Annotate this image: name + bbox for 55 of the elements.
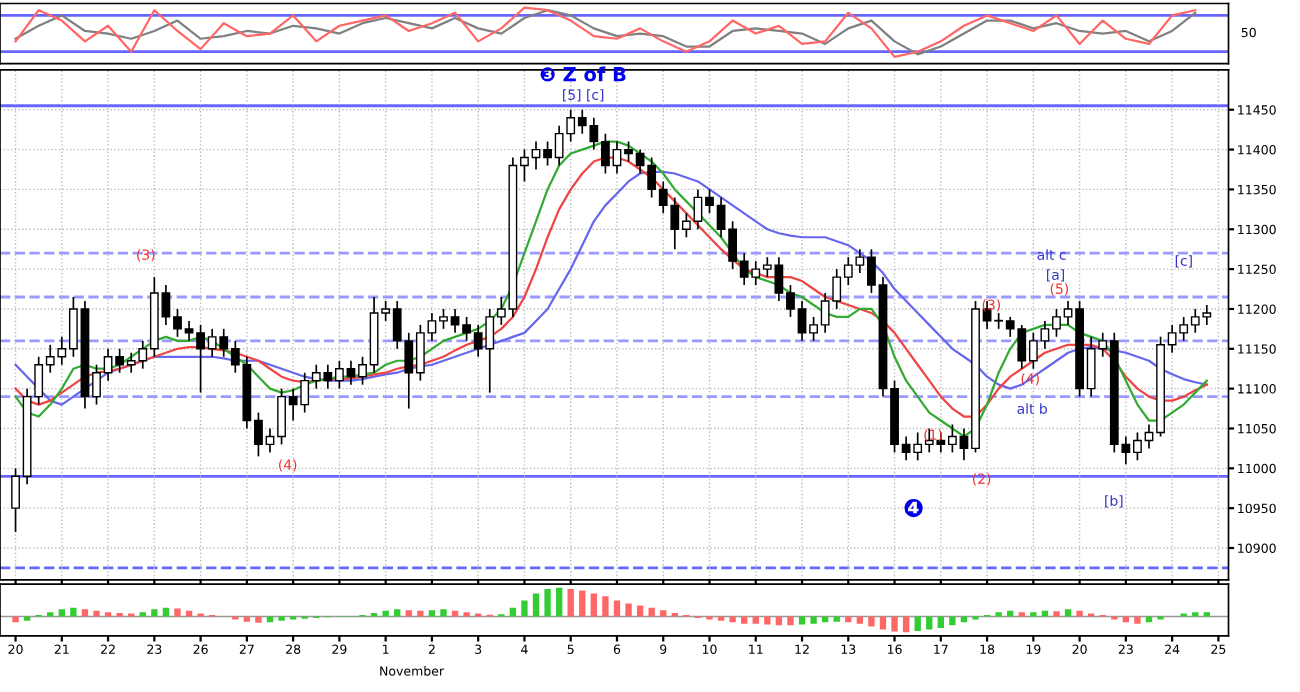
bar [764, 616, 771, 625]
bar [590, 593, 598, 617]
bar [741, 616, 748, 624]
bar [579, 590, 586, 617]
bar [555, 587, 563, 617]
bar [1134, 616, 1141, 624]
bar [891, 616, 898, 632]
bar [648, 607, 655, 617]
bar [868, 616, 875, 627]
bar [914, 616, 921, 631]
bar [1076, 610, 1083, 617]
bar [394, 609, 401, 617]
bar [937, 616, 944, 629]
bar [902, 616, 910, 633]
bar [798, 616, 806, 625]
bar [1122, 616, 1130, 623]
bar [93, 610, 100, 617]
bar [70, 607, 77, 617]
bar [174, 608, 181, 617]
bar [266, 616, 274, 623]
bar [787, 616, 794, 626]
bar [243, 616, 251, 622]
bar [845, 616, 852, 623]
bar [382, 610, 389, 617]
bar [1053, 611, 1060, 617]
bar [255, 616, 262, 623]
bar [821, 616, 829, 623]
bar [926, 616, 933, 630]
bar [833, 616, 840, 622]
bar [405, 610, 412, 617]
bar [775, 616, 783, 626]
bar [417, 610, 424, 617]
bar [440, 609, 447, 617]
bar [428, 610, 436, 617]
bar [12, 616, 19, 623]
bar [810, 616, 817, 624]
bar [879, 616, 887, 630]
bar [1145, 616, 1153, 623]
bar [949, 616, 956, 626]
bar [1064, 609, 1072, 617]
bar [729, 616, 736, 623]
bar [567, 589, 574, 617]
bar [752, 616, 759, 624]
annotation: ❹ [904, 498, 923, 518]
bar [81, 609, 89, 617]
bar [960, 616, 968, 623]
bar [660, 610, 667, 617]
bar [151, 609, 158, 617]
bar [856, 616, 864, 624]
bar [521, 600, 528, 617]
bar [602, 596, 609, 617]
bar [625, 603, 632, 617]
bar [58, 609, 65, 617]
bar [544, 589, 551, 617]
bar [532, 593, 540, 617]
